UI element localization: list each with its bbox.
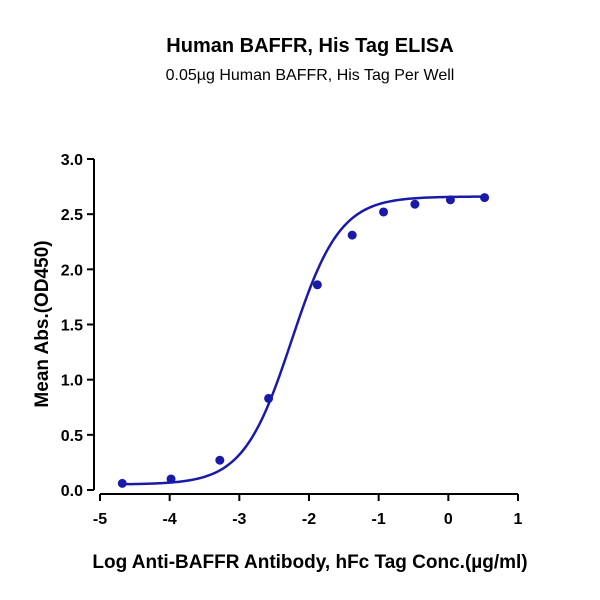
data-point: [117, 478, 127, 488]
data-point: [480, 193, 490, 203]
y-tick-label: 0.5: [61, 428, 83, 445]
x-tick-label: -1: [372, 511, 386, 528]
plot-area: [117, 193, 490, 488]
x-axis-label: Log Anti-BAFFR Antibody, hFc Tag Conc.(µ…: [92, 552, 527, 573]
x-tick-label: -3: [232, 511, 246, 528]
x-tick-label: 0: [444, 511, 453, 528]
data-point: [347, 230, 357, 240]
data-point: [379, 207, 389, 217]
y-tick-label: 1.5: [61, 318, 83, 335]
y-tick-label: 0.0: [61, 483, 83, 500]
data-point: [410, 199, 420, 209]
axes: 0.0 0.5 1.0 1.5 2.0 2.5 3.0 -5 -4 -3 -2 -1 0 1: [61, 152, 523, 528]
y-tick-label: 2.5: [61, 207, 83, 224]
chart-subtitle: 0.05µg Human BAFFR, His Tag Per Well: [166, 67, 455, 84]
x-tick-label: -5: [93, 511, 107, 528]
y-axis-label: Mean Abs.(OD450): [32, 240, 53, 407]
data-point: [215, 455, 225, 465]
y-tick-label: 3.0: [61, 152, 83, 169]
x-tick-label: -2: [302, 511, 316, 528]
data-point: [312, 280, 322, 290]
data-point: [445, 195, 455, 205]
data-point: [264, 393, 274, 403]
x-tick-label: 1: [514, 511, 523, 528]
y-tick-label: 1.0: [61, 373, 83, 390]
fit-curve: [122, 195, 485, 486]
y-tick-label: 2.0: [61, 262, 83, 279]
chart-title: Human BAFFR, His Tag ELISA: [166, 35, 453, 57]
x-tick-label: -4: [163, 511, 177, 528]
data-point: [166, 474, 176, 484]
